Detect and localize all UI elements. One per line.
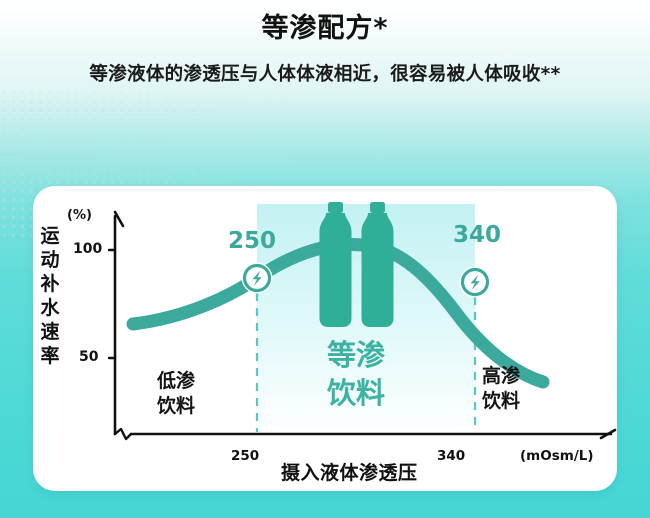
y-tick-label-50: 50 xyxy=(79,349,99,365)
zone-label-isotonic-line1: 等渗 xyxy=(326,338,385,372)
zone-label-hypotonic-line2: 饮料 xyxy=(156,395,195,417)
page-title: 等渗配方* xyxy=(261,13,389,44)
zone-label-hypertonic: 高渗 饮料 xyxy=(470,364,532,414)
zone-label-isotonic-line2: 饮料 xyxy=(326,376,385,410)
x-axis-unit: (mOsm/L) xyxy=(520,448,594,464)
zone-label-hypertonic-line1: 高渗 xyxy=(481,365,520,387)
zone-label-isotonic: 等渗 饮料 xyxy=(301,336,411,412)
x-axis-title: 摄入液体渗透压 xyxy=(281,462,418,484)
bottle-illustration-right xyxy=(361,202,394,327)
marker-label-250: 250 xyxy=(228,228,277,254)
zone-label-hypertonic-line2: 饮料 xyxy=(481,390,520,412)
axis-break-icon xyxy=(113,427,133,441)
marker-label-340: 340 xyxy=(453,222,502,248)
chart-canvas xyxy=(107,202,617,441)
lightning-bolt-icon xyxy=(470,274,480,290)
zone-label-hypotonic-line1: 低渗 xyxy=(156,370,195,392)
x-tick-label-250: 250 xyxy=(231,448,260,464)
y-axis-title: 运动补水速率 xyxy=(40,225,60,367)
page-subtitle: 等渗液体的渗透压与人体体液相近，很容易被人体吸收** xyxy=(89,64,561,85)
y-axis-unit: (%) xyxy=(67,208,92,223)
x-tick-label-340: 340 xyxy=(437,448,466,464)
marker-340 xyxy=(459,266,491,298)
lightning-bolt-icon xyxy=(252,270,262,286)
x-axis-arrow xyxy=(599,428,617,440)
marker-250 xyxy=(241,262,273,294)
zone-label-hypotonic: 低渗 饮料 xyxy=(145,369,207,419)
y-tick-label-100: 100 xyxy=(73,241,103,257)
chart-card: 运动补水速率 (%) 100 50 250 340 (mOsm/L) 摄入液体渗… xyxy=(33,186,617,491)
bottle-illustration-left xyxy=(319,202,352,327)
y-axis-arrow xyxy=(113,210,125,228)
